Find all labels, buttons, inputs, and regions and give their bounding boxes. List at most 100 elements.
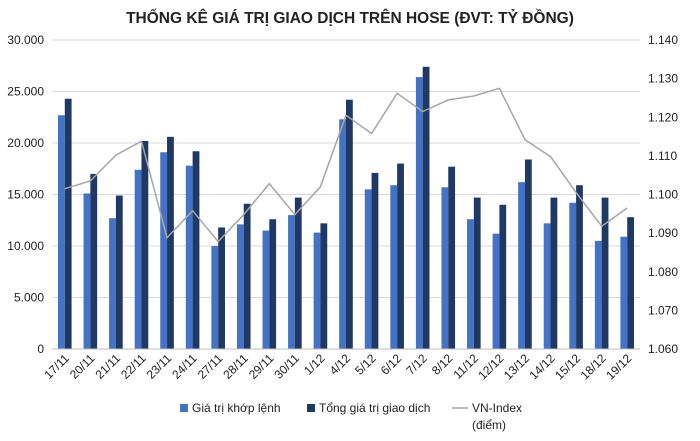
y-tick-label: 10.000 [7, 239, 44, 253]
bar-tong-gia-tri [320, 223, 328, 349]
bar-khop-lenh [236, 224, 244, 349]
bar-tong-gia-tri [499, 204, 507, 349]
bar-tong-gia-tri [269, 219, 277, 349]
y2-tick-label: 1.100 [648, 188, 678, 202]
x-tick-label: 7/12 [403, 351, 430, 378]
bar-tong-gia-tri [218, 227, 225, 349]
bar-khop-lenh [569, 202, 577, 349]
x-tick-label: 13/12 [501, 351, 532, 382]
bar-tong-gia-tri [346, 99, 353, 350]
bar-tong-gia-tri [90, 173, 98, 349]
bar-khop-lenh [211, 246, 219, 349]
x-tick-label: 30/11 [271, 351, 302, 382]
bar-khop-lenh [543, 223, 551, 349]
x-tick-label: 21/11 [93, 351, 124, 382]
x-tick-label: 29/11 [246, 351, 277, 382]
bar-khop-lenh [160, 152, 168, 349]
x-tick-label: 18/12 [578, 351, 609, 382]
bar-khop-lenh [518, 182, 525, 349]
x-tick-label: 23/11 [144, 351, 175, 382]
bar-tong-gia-tri [64, 98, 72, 350]
bar-khop-lenh [262, 230, 270, 349]
x-tick-label: 19/12 [603, 351, 634, 382]
x-tick-label: 11/12 [450, 351, 481, 382]
bar-khop-lenh [492, 233, 500, 349]
bar-khop-lenh [288, 215, 295, 349]
bar-tong-gia-tri [167, 136, 174, 349]
y2-tick-label: 1.120 [648, 110, 678, 124]
bar-khop-lenh [594, 240, 602, 349]
bar-khop-lenh [339, 119, 346, 349]
bar-tong-gia-tri [115, 195, 123, 349]
y-tick-label: 30.000 [7, 33, 44, 47]
x-tick-label: 15/12 [552, 351, 583, 382]
y2-tick-label: 1.070 [648, 303, 678, 317]
bar-tong-gia-tri [192, 151, 200, 349]
bar-khop-lenh [134, 169, 142, 349]
bar-khop-lenh [364, 189, 372, 349]
x-tick-label: 14/12 [527, 351, 558, 382]
bar-tong-gia-tri [141, 140, 149, 349]
x-tick-label: 22/11 [118, 351, 149, 382]
bar-khop-lenh [467, 219, 474, 349]
left-axis: 0 5.000 10.000 15.000 20.000 25.000 30.000 [7, 33, 44, 356]
y-tick-label: 20.000 [7, 136, 44, 150]
bar-khop-lenh [390, 185, 398, 349]
x-tick-label: 6/12 [378, 351, 405, 378]
bar-khop-lenh [109, 218, 116, 349]
x-tick-label: 27/11 [195, 351, 226, 382]
x-tick-label: 17/11 [41, 351, 72, 382]
x-tick-label: 1/12 [301, 351, 328, 378]
bar-khop-lenh [185, 165, 193, 349]
legend-swatch-khop-lenh [180, 404, 188, 412]
right-axis: 1.060 1.070 1.080 1.090 1.100 1.110 1.120 1.130… [648, 33, 678, 356]
bar-tong-gia-tri [601, 197, 609, 349]
bar-tong-gia-tri [371, 172, 379, 349]
legend-label-vn-index-line1: VN-Index [472, 401, 522, 415]
bar-tong-gia-tri [473, 197, 481, 349]
bar-tong-gia-tri [294, 197, 302, 349]
bar-khop-lenh [83, 193, 91, 349]
bar-tong-gia-tri [627, 217, 635, 349]
x-tick-label: 24/11 [169, 351, 200, 382]
legend: Giá trị khớp lệnh Tổng giá trị giao dịch… [180, 401, 525, 432]
x-tick-label: 20/11 [67, 351, 98, 382]
y2-tick-label: 1.140 [648, 33, 678, 47]
legend-label-khop-lenh: Giá trị khớp lệnh [192, 401, 281, 415]
bar-tong-gia-tri [550, 197, 558, 349]
x-axis: 17/1120/1121/1122/1123/1124/1127/1128/11… [41, 348, 640, 382]
x-tick-label: 4/12 [327, 351, 354, 378]
y-tick-label: 15.000 [7, 188, 44, 202]
bar-tong-gia-tri [422, 66, 430, 349]
legend-label-tong-gia-tri: Tổng giá trị giao dịch [319, 401, 430, 415]
bar-tong-gia-tri [448, 166, 456, 349]
bar-tong-gia-tri [397, 163, 404, 349]
y2-tick-label: 1.090 [648, 226, 678, 240]
chart-title: THỐNG KÊ GIÁ TRỊ GIAO DỊCH TRÊN HOSE (ĐV… [126, 9, 574, 27]
bar-khop-lenh [620, 236, 628, 349]
y-tick-label: 25.000 [7, 85, 44, 99]
bars [57, 66, 635, 350]
bar-khop-lenh [313, 232, 321, 349]
y2-tick-label: 1.080 [648, 265, 678, 279]
legend-label-vn-index-line2: (điểm) [472, 418, 506, 432]
bar-tong-gia-tri [524, 159, 532, 349]
vn-index-line [64, 87, 628, 243]
bar-tong-gia-tri [576, 185, 583, 349]
y2-tick-label: 1.130 [648, 72, 678, 86]
y-tick-label: 5.000 [14, 291, 44, 305]
bar-tong-gia-tri [243, 203, 251, 349]
bar-khop-lenh [441, 187, 449, 349]
legend-swatch-tong-gia-tri [307, 404, 315, 412]
y2-tick-label: 1.060 [648, 342, 678, 356]
y-tick-label: 0 [37, 342, 44, 356]
vn-index-polyline [64, 87, 628, 243]
x-tick-label: 28/11 [220, 351, 251, 382]
x-tick-label: 12/12 [475, 351, 506, 382]
y2-tick-label: 1.110 [648, 149, 677, 163]
legend-label-vn-index: VN-Index (điểm) [472, 401, 525, 432]
bar-khop-lenh [57, 115, 65, 349]
x-tick-label: 5/12 [352, 351, 379, 378]
bar-khop-lenh [415, 77, 423, 349]
